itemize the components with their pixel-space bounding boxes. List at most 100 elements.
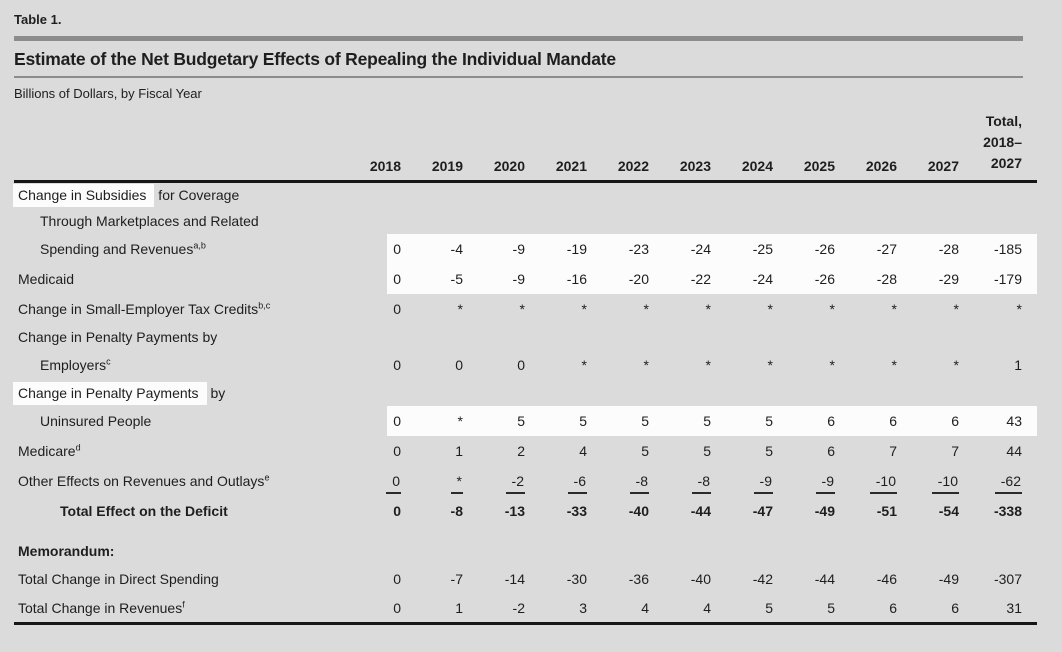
value-cell: 5 <box>525 405 587 436</box>
table-row-medicaid: Medicaid 0 -5 -9 -16 -20 -22 -24 -26 -28 -29 -179 <box>14 263 1037 294</box>
value-cell: -24 <box>649 233 711 264</box>
table-row-penalty-payments-uninsured: Change in Penalty Payments by <box>13 380 1037 406</box>
value-cell: -179 <box>959 263 1037 294</box>
value-cell: -40 <box>628 502 649 519</box>
row-label: Employersc <box>40 355 111 373</box>
col-header-2026: 2026 <box>835 111 897 183</box>
total-header-line: Total, <box>985 113 1022 129</box>
value-cell: 5 <box>587 405 649 436</box>
label-highlight: Change in Penalty Payments <box>13 381 207 405</box>
value-cell: * <box>829 300 835 317</box>
value-cell: * <box>581 300 587 317</box>
value-cell: -49 <box>938 570 959 587</box>
value-cell: -7 <box>450 570 463 587</box>
value-cell: -24 <box>711 263 773 294</box>
row-label: Through Marketplaces and Related <box>40 212 259 229</box>
row-label: Medicared <box>18 441 81 459</box>
value-cell: * <box>829 356 835 373</box>
value-cell: 0 <box>393 356 401 373</box>
row-label: Total Effect on the Deficit <box>60 502 228 519</box>
footnote-marker: e <box>264 471 270 482</box>
col-header-2025: 2025 <box>773 111 835 183</box>
value-cell: 7 <box>951 442 959 459</box>
value-cell: 1 <box>455 599 463 616</box>
value-cell: -40 <box>690 570 711 587</box>
total-header-line: 2027 <box>990 155 1022 171</box>
row-label: Total Change in Revenuesf <box>18 599 185 616</box>
budget-table: 2018 2019 2020 2021 2022 2023 2024 2025 2026 2027… <box>13 111 1037 625</box>
underlined-value: -10 <box>869 472 897 494</box>
value-cell: -36 <box>628 570 649 587</box>
value-cell: * <box>401 466 463 496</box>
value-cell: -9 <box>463 233 525 264</box>
value-cell: * <box>643 356 649 373</box>
value-cell: * <box>767 356 773 373</box>
table-row-penalty-payments-employers: Employersc 0 0 0 * * * * * * * 1 <box>14 350 1037 380</box>
value-cell: -28 <box>835 263 897 294</box>
value-cell: * <box>953 356 959 373</box>
value-cell: -28 <box>897 233 959 264</box>
underlined-value: -62 <box>994 472 1022 494</box>
value-cell: 5 <box>703 442 711 459</box>
value-cell: 0 <box>455 356 463 373</box>
value-cell: 0 <box>517 356 525 373</box>
value-cell: -27 <box>835 233 897 264</box>
value-cell: * <box>705 300 711 317</box>
value-cell: * <box>705 356 711 373</box>
value-cell: 1 <box>455 442 463 459</box>
row-label: Change in Small-Employer Tax Creditsb,c <box>18 299 271 317</box>
value-cell: -23 <box>587 233 649 264</box>
value-cell: -26 <box>773 263 835 294</box>
value-cell: 0 <box>339 263 401 294</box>
value-cell: 6 <box>897 405 959 436</box>
value-cell: -25 <box>711 233 773 264</box>
footnote-marker: c <box>106 355 111 366</box>
units-subtitle: Billions of Dollars, by Fiscal Year <box>14 86 202 101</box>
value-cell: -33 <box>566 502 587 519</box>
value-cell: -8 <box>587 466 649 496</box>
table-row-penalty-payments-uninsured: Uninsured People 0 * 5 5 5 5 5 6 6 6 43 <box>14 405 1037 436</box>
value-cell: -54 <box>938 502 959 519</box>
value-cell: * <box>1016 300 1022 317</box>
value-cell: 0 <box>393 599 401 616</box>
row-label: Medicaid <box>18 270 75 287</box>
row-label: Change in Penalty Payments by <box>13 380 1037 406</box>
value-cell: 6 <box>951 599 959 616</box>
col-header-2022: 2022 <box>587 111 649 183</box>
value-cell: 43 <box>959 405 1037 436</box>
value-cell: 6 <box>835 405 897 436</box>
value-cell: 44 <box>1006 442 1022 459</box>
value-cell: * <box>767 300 773 317</box>
table-row-subsidies-marketplaces: Change in Subsidies for Coverage <box>13 182 1037 208</box>
value-cell: 5 <box>827 599 835 616</box>
value-cell: -44 <box>814 570 835 587</box>
col-header-2023: 2023 <box>649 111 711 183</box>
value-cell: 5 <box>463 405 525 436</box>
row-label: Uninsured People <box>40 412 152 429</box>
value-cell: 0 <box>339 405 401 436</box>
value-cell: 4 <box>579 442 587 459</box>
value-cell: -22 <box>649 263 711 294</box>
underlined-value: -6 <box>567 472 587 494</box>
value-cell: -9 <box>711 466 773 496</box>
underlined-value: 0 <box>386 472 401 494</box>
value-cell: 5 <box>641 442 649 459</box>
value-cell: 0 <box>393 300 401 317</box>
value-cell: -44 <box>690 502 711 519</box>
value-cell: -26 <box>773 233 835 264</box>
value-cell: 5 <box>711 405 773 436</box>
footnote-marker: a,b <box>193 239 206 250</box>
table-row-other-effects: Other Effects on Revenues and Outlayse 0 *… <box>14 466 1037 496</box>
row-label: Spending and Revenuesa,b <box>40 239 206 257</box>
row-label: Change in Subsidies for Coverage <box>13 182 1037 208</box>
value-cell: * <box>891 300 897 317</box>
value-cell: -42 <box>752 570 773 587</box>
value-cell: -14 <box>504 570 525 587</box>
table-row-total-change-direct-spending: Total Change in Direct Spending 0 -7 -14 -30… <box>14 564 1037 594</box>
total-header-line: 2018– <box>983 134 1022 150</box>
table-row-total-effect-on-deficit: Total Effect on the Deficit 0 -8 -13 -33 -40 -… <box>14 496 1037 526</box>
footnote-marker: f <box>182 599 185 610</box>
row-label: Other Effects on Revenues and Outlayse <box>18 471 270 489</box>
value-cell: * <box>401 405 463 436</box>
value-cell: -49 <box>814 502 835 519</box>
